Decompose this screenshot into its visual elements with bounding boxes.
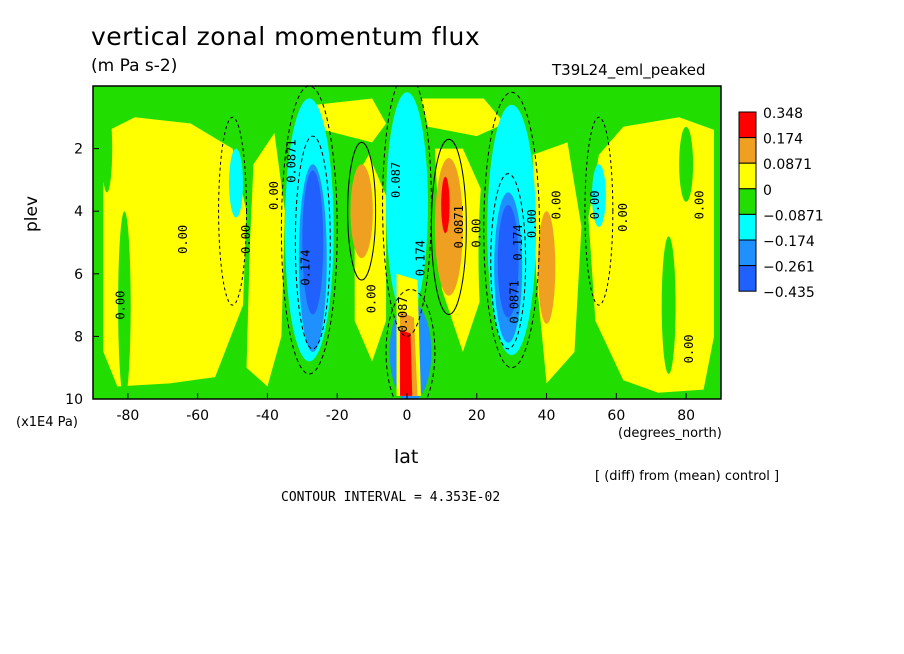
comparison-note: [ (diff) from (mean) control ] [595, 469, 780, 484]
contour-label-18: 0.00 [693, 190, 707, 219]
contour-label-13: 0.174 [511, 224, 525, 260]
contour-label-5: 0.174 [298, 249, 312, 285]
x-tick-label: -80 [116, 408, 139, 424]
legend-level-0: 0.348 [763, 106, 803, 122]
contour-line-9 [584, 116, 614, 306]
contour-label-17: 0.00 [616, 203, 630, 232]
contour-label-7: 0.087 [389, 162, 403, 198]
green-patch-sh [101, 104, 113, 193]
cyan-small-nh [591, 164, 606, 227]
contour-label-6: 0.00 [365, 284, 379, 313]
contour-label-15: 0.00 [550, 190, 564, 219]
y-tick-label: 2 [74, 142, 83, 158]
red-lobe-nh [441, 176, 450, 234]
x-tick-label: 0 [403, 408, 412, 424]
contour-label-12: 0.0871 [508, 280, 522, 323]
chart-title: vertical zonal momentum flux [91, 22, 481, 51]
contour-line-6 [347, 141, 377, 281]
x-tick-label: -40 [256, 408, 279, 424]
contour-label-3: 0.00 [267, 181, 281, 210]
y-tick-label: 10 [65, 392, 83, 408]
contour-labels: 0.000.00 0.000.000.08710.1740.000.0870.08… [113, 139, 706, 363]
contour-label-11: 0.00 [469, 219, 483, 248]
contour-line-7 [430, 138, 467, 315]
yellow-top-nh [420, 98, 505, 137]
legend-swatch-5 [738, 239, 757, 267]
green-strip-sh [118, 211, 131, 399]
y-axis-units: (x1E4 Pa) [16, 415, 78, 430]
contour-label-2: 0.00 [239, 225, 253, 254]
x-tick-label: 60 [607, 408, 625, 424]
y-tick-label: 6 [74, 267, 83, 283]
legend-level-4: −0.0871 [763, 208, 824, 224]
contour-label-1: 0.00 [176, 225, 190, 254]
orange-lobe-sh [350, 164, 373, 259]
legend-swatch-6 [738, 265, 757, 292]
contour-line-3 [490, 173, 527, 350]
contour-label-4: 0.0871 [284, 139, 298, 182]
contour-label-10: 0.0871 [452, 205, 466, 248]
x-axis-units: (degrees_north) [618, 426, 722, 441]
blue-lobe-nh [497, 204, 519, 318]
x-tick-label: 80 [677, 408, 695, 424]
contour-line-2 [483, 91, 541, 369]
yellow-band-nh [532, 142, 582, 384]
contour-line-8 [218, 116, 248, 306]
contour-line-0 [280, 86, 338, 375]
legend-level-1: 0.174 [763, 132, 803, 148]
y-axis: 2 4 6 8 10 [65, 142, 99, 408]
cyan-core [386, 92, 428, 318]
contour-line-4 [382, 86, 432, 337]
legend-level-5: −0.174 [763, 234, 815, 250]
red-column-eq [400, 330, 413, 396]
y-tick-label: 4 [74, 204, 83, 220]
chart-units: (m Pa s-2) [91, 56, 178, 76]
legend-level-7: −0.435 [763, 285, 815, 301]
colorbar-legend: 0.348 0.174 0.0871 0 −0.0871 −0.174 −0.261 −0.4… [738, 106, 824, 301]
contour-line-5 [385, 288, 436, 399]
contour-field [93, 86, 721, 399]
contour-label-19: 0.00 [682, 334, 696, 363]
legend-swatch-3 [738, 188, 757, 215]
x-tick-label: 40 [538, 408, 556, 424]
blue-lobe-sh [302, 170, 324, 315]
legend-level-2: 0.0871 [763, 157, 812, 173]
x-tick-label: -60 [186, 408, 209, 424]
contour-label-0: 0.00 [113, 291, 127, 320]
yellow-band-sh [246, 132, 285, 387]
legend-swatch-2 [738, 162, 757, 190]
contour-label-8: 0.087 [396, 296, 410, 332]
orange-lobe-east [537, 211, 556, 324]
legend-swatch-1 [738, 137, 757, 164]
x-tick-label: -20 [326, 408, 349, 424]
green-strip-nh [661, 236, 676, 374]
yellow-region-sh [103, 117, 247, 387]
x-axis: -80 -60 -40 -20 0 20 40 60 80 [116, 393, 695, 424]
y-tick-label: 8 [74, 329, 83, 345]
run-id: T39L24_eml_peaked [552, 61, 706, 79]
legend-swatch-4 [738, 213, 757, 241]
contour-label-16: 0.00 [588, 190, 602, 219]
legend-level-3: 0 [763, 183, 772, 199]
x-axis-label: lat [394, 446, 419, 468]
legend-level-6: −0.261 [763, 260, 815, 276]
contour-label-9: 0.174 [413, 240, 427, 276]
x-tick-label: 20 [468, 408, 486, 424]
contour-line-1 [294, 135, 331, 350]
legend-swatch-0 [738, 111, 757, 139]
contour-label-14: 0.00 [525, 209, 539, 238]
green-patch-nh [679, 126, 694, 202]
yellow-top-sh [316, 98, 387, 143]
contour-interval: CONTOUR INTERVAL = 4.353E-02 [281, 490, 501, 505]
cyan-small-sh [229, 148, 244, 218]
